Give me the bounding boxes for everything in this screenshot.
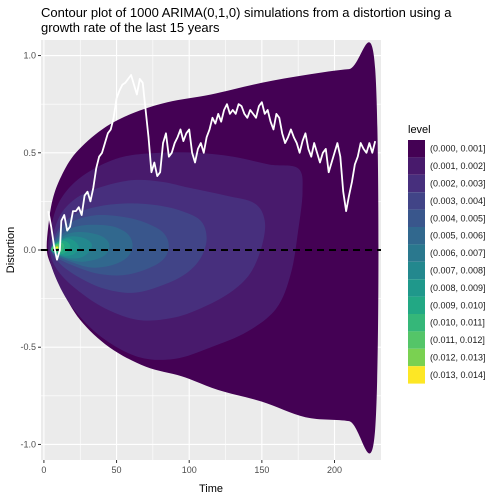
legend-label: (0.013, 0.014] (430, 370, 486, 380)
y-axis-label: Distortion (5, 227, 17, 273)
y-tick-label: -1.0 (20, 439, 36, 449)
legend-label: (0.011, 0.012] (430, 335, 485, 345)
chart-title-line-1: Contour plot of 1000 ARIMA(0,1,0) simula… (41, 5, 452, 20)
legend-key (408, 314, 425, 332)
chart-title: Contour plot of 1000 ARIMA(0,1,0) simula… (41, 5, 452, 35)
legend-key (408, 279, 425, 297)
x-tick-label: 0 (41, 465, 46, 475)
x-axis-label: Time (199, 483, 223, 495)
legend-key (408, 366, 425, 384)
legend-key (408, 244, 425, 262)
x-tick-label: 50 (112, 465, 122, 475)
y-tick-label: 0.5 (23, 148, 36, 158)
contour-regions (46, 42, 379, 454)
legend-key (408, 192, 425, 210)
y-axis: -1.0 -0.5 0.0 0.5 1.0 (20, 51, 41, 449)
legend: level (0.000, 0.001] (0.001, 0.002] (0.002… (408, 124, 486, 384)
x-axis: 0 50 100 150 200 (41, 460, 342, 475)
legend-label: (0.012, 0.013] (430, 353, 486, 363)
legend-key (408, 140, 425, 158)
legend-key (408, 261, 425, 280)
legend-key (408, 348, 425, 367)
legend-label: (0.001, 0.002] (430, 161, 486, 171)
x-tick-label: 100 (182, 465, 197, 475)
legend-key (408, 157, 425, 175)
legend-label: (0.002, 0.003] (430, 179, 486, 189)
legend-label: (0.009, 0.010] (430, 300, 486, 310)
legend-title: level (408, 124, 431, 136)
y-tick-label: -0.5 (20, 342, 36, 352)
legend-key (408, 209, 425, 227)
legend-label: (0.008, 0.009] (430, 283, 486, 293)
legend-label: (0.007, 0.008] (430, 266, 486, 276)
legend-label: (0.005, 0.006] (430, 231, 486, 241)
observed-series-line (47, 74, 377, 261)
legend-key (408, 296, 425, 314)
y-tick-label: 1.0 (23, 51, 36, 61)
legend-label: (0.000, 0.001] (430, 144, 486, 154)
legend-label: (0.006, 0.007] (430, 248, 486, 258)
legend-key (408, 331, 425, 349)
legend-key (408, 174, 425, 193)
y-tick-label: 0.0 (23, 245, 36, 255)
legend-label: (0.010, 0.011] (430, 318, 485, 328)
x-tick-label: 200 (327, 465, 342, 475)
x-tick-label: 150 (254, 465, 269, 475)
chart-title-line-2: growth rate of the last 15 years (41, 20, 220, 35)
legend-label: (0.003, 0.004] (430, 196, 486, 206)
contour-region-level-13 (55, 246, 59, 249)
observed-series-group (47, 74, 377, 261)
legend-key (408, 227, 425, 245)
legend-label: (0.004, 0.005] (430, 213, 486, 223)
